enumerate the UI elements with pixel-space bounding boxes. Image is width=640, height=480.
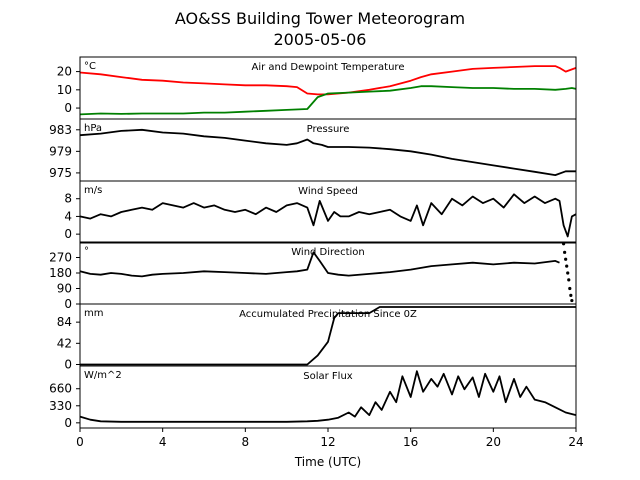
x-tick-label-1: 4 — [159, 435, 167, 449]
panel-3-marker-1 — [563, 250, 567, 254]
panel-1-ytick-label-2: 983 — [49, 123, 72, 137]
panel-3-ytick-label-2: 180 — [49, 266, 72, 280]
panel-4-unit: mm — [84, 308, 103, 319]
panel-3-title: Wind Direction — [291, 247, 365, 258]
panel-2-unit: m/s — [84, 185, 102, 196]
panel-2-ytick-label-2: 8 — [64, 192, 72, 206]
panel-2-series-0 — [79, 193, 577, 238]
panel-1-unit: hPa — [84, 123, 102, 134]
panel-3-ytick-label-0: 0 — [64, 297, 72, 311]
panel-3-marker-0 — [562, 242, 566, 246]
panel-0: 0 10 20 °C Air and Dewpoint Temperature — [57, 56, 577, 120]
panel-4-series-0 — [80, 306, 576, 366]
panel-5-title: Solar Flux — [303, 371, 353, 382]
panel-2-ytick-label-1: 4 — [64, 209, 72, 223]
x-tick-label-3: 12 — [320, 435, 335, 449]
x-axis: 0 4 8 12 16 20 24 — [76, 428, 584, 449]
panel-0-ytick-label-0: 0 — [64, 101, 72, 115]
panel-3-ytick-label-3: 270 — [49, 251, 72, 265]
panel-1: 975 979 983 hPa Pressure — [49, 118, 577, 182]
panel-0-ytick-label-1: 10 — [57, 83, 72, 97]
panel-5-ytick-label-0: 0 — [64, 416, 72, 430]
panel-1-ytick-label-0: 975 — [49, 166, 72, 180]
chart-title: AO&SS Building Tower Meteorogram — [175, 9, 465, 28]
x-tick-label-6: 24 — [568, 435, 583, 449]
panel-0-title: Air and Dewpoint Temperature — [252, 62, 405, 73]
x-tick-label-0: 0 — [76, 435, 84, 449]
panel-1-title: Pressure — [307, 124, 350, 135]
panel-5-ytick-label-2: 660 — [49, 382, 72, 396]
panel-1-ytick-label-1: 979 — [49, 144, 72, 158]
panel-3-unit: ° — [84, 246, 89, 257]
panel-4-title: Accumulated Precipitation Since 0Z — [239, 309, 417, 320]
panel-3-marker-6 — [568, 286, 572, 291]
panel-2-ytick-label-0: 0 — [64, 227, 72, 241]
panel-3-marker-5 — [567, 278, 571, 282]
panel-5-series-0 — [79, 370, 577, 423]
panel-3-series-0 — [79, 251, 560, 278]
panel-2-title: Wind Speed — [298, 186, 358, 197]
x-axis-label: Time (UTC) — [294, 455, 361, 469]
x-tick-label-4: 16 — [403, 435, 418, 449]
panel-5-unit: W/m^2 — [84, 370, 122, 381]
panel-4-ytick-label-2: 84 — [57, 315, 72, 329]
panel-5-ytick-label-1: 330 — [49, 399, 72, 413]
x-tick-label-2: 8 — [242, 435, 250, 449]
panel-1-series-0 — [79, 128, 576, 177]
panel-0-unit: °C — [84, 61, 96, 72]
chart-date-subtitle: 2005-05-06 — [274, 30, 367, 49]
panel-4: 0 42 84 mm Accumulated Precipitation Since 0… — [57, 303, 577, 371]
panel-3-marker-4 — [566, 271, 570, 275]
panel-3-marker-3 — [565, 264, 569, 268]
panel-2-frame — [79, 180, 577, 244]
panel-0-series-1 — [79, 85, 577, 116]
panel-4-ytick-label-0: 0 — [64, 357, 72, 371]
panel-2: 0 4 8 m/s Wind Speed — [64, 180, 577, 244]
panel-3-ytick-label-1: 90 — [57, 282, 72, 296]
panel-3-marker-8 — [570, 298, 574, 303]
panel-4-ytick-label-1: 42 — [57, 336, 72, 350]
panel-3-marker-7 — [569, 293, 573, 297]
panel-0-ytick-label-2: 20 — [57, 65, 72, 79]
panel-5: 0 330 660 W/m^2 Solar Flux — [49, 365, 577, 430]
x-tick-label-5: 20 — [486, 435, 501, 449]
panel-3-marker-2 — [564, 257, 568, 261]
